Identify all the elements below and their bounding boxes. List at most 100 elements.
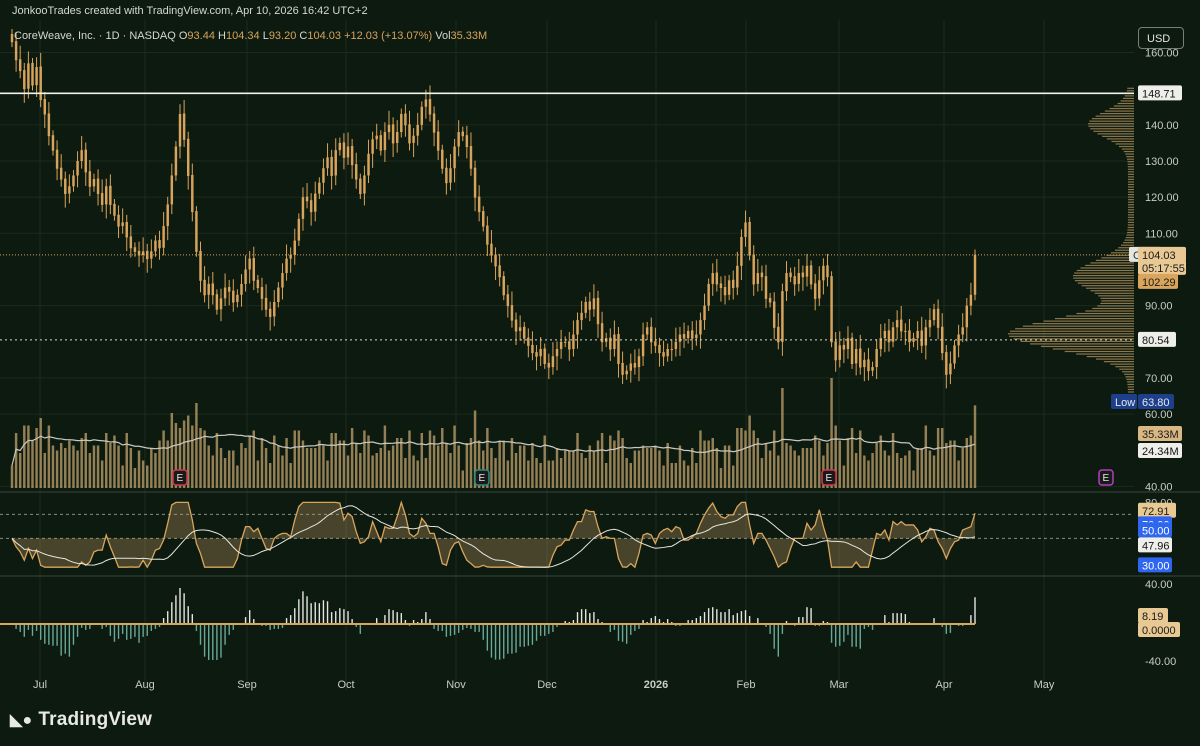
volume-bar <box>461 470 464 488</box>
volume-bar <box>727 445 731 488</box>
volume-profile-bar <box>1052 348 1134 350</box>
candle-down <box>617 334 620 364</box>
volume-bar <box>715 448 719 488</box>
candle-down <box>715 272 719 285</box>
volume-bar <box>88 453 92 488</box>
volume-profile-bar <box>1127 221 1134 224</box>
candle-down <box>748 221 751 256</box>
volume-bar <box>781 388 784 488</box>
brand-name: TradingView <box>38 709 153 730</box>
volume-bar <box>379 448 383 488</box>
candle-up <box>629 363 633 371</box>
volume-profile-bar <box>1127 226 1134 229</box>
volume-bar <box>539 463 542 488</box>
volume-bar <box>338 440 342 488</box>
volume-profile-bar <box>1098 295 1134 297</box>
low-label-tag: Low <box>1115 397 1135 409</box>
candle-down <box>535 352 538 357</box>
volume-profile-bar <box>1093 130 1134 132</box>
candle-up <box>68 186 71 194</box>
volume-bar <box>813 435 817 488</box>
volume-profile-bar <box>1127 214 1134 216</box>
volume-bar <box>842 465 846 488</box>
volume-bar <box>834 425 837 488</box>
volume-profile-bar <box>1080 267 1134 269</box>
volume-bar <box>64 448 67 488</box>
candle-down <box>482 211 485 227</box>
volume-profile-bar <box>1015 328 1134 330</box>
volume-bar <box>191 425 194 488</box>
attribution-text: JonkooTrades created with TradingView.co… <box>12 5 368 17</box>
candle-down <box>764 276 768 299</box>
volume-profile-bar <box>1124 373 1134 375</box>
candle-up <box>973 254 977 295</box>
volume-profile-bar <box>1125 237 1134 239</box>
prev-close-tag-bg <box>1138 273 1178 289</box>
volume-profile-bar <box>1103 361 1134 363</box>
candle-down <box>760 272 764 278</box>
volume-profile-bar <box>1128 193 1134 196</box>
volume-bar <box>756 438 760 488</box>
candle-down <box>133 247 137 252</box>
volume-profile-bar <box>1074 280 1134 282</box>
volume-profile-bar <box>1020 340 1134 342</box>
volume-profile-bar <box>1127 383 1134 385</box>
volume-profile-bar <box>1088 125 1134 127</box>
volume-bar <box>76 450 79 488</box>
symbol-name[interactable]: CoreWeave, Inc. · 1D · NASDAQ <box>14 30 176 42</box>
candle-up <box>932 309 936 321</box>
candle-down <box>31 62 34 86</box>
current-price-tag-bg <box>1138 246 1186 262</box>
volume-bar <box>473 410 477 488</box>
volume-bar <box>621 438 624 488</box>
time-tick-label: Oct <box>337 679 354 691</box>
candle-up <box>883 330 887 339</box>
volume-profile-bar <box>1127 186 1134 188</box>
candle-down <box>813 283 817 299</box>
candle-up <box>281 273 284 288</box>
volume-profile-bar <box>1127 178 1134 180</box>
volume-bar <box>650 448 653 488</box>
volume-bar <box>420 433 424 488</box>
volume-bar <box>129 448 133 488</box>
volume-profile-bar <box>1110 363 1134 365</box>
volume-bar <box>240 443 243 488</box>
candle-down <box>789 272 792 278</box>
candle-down <box>18 59 22 72</box>
currency-button[interactable]: USD <box>1138 27 1184 49</box>
candle-up <box>170 175 174 205</box>
volume-profile-bar <box>1085 287 1134 289</box>
candle-down <box>432 113 436 133</box>
high-label: H <box>218 30 226 42</box>
volume-bar <box>96 445 100 488</box>
volume-bar <box>105 433 108 488</box>
volume-bar <box>203 430 206 488</box>
volume-profile-bar <box>1009 335 1134 337</box>
volume-profile-bar <box>1111 140 1134 143</box>
volume-bar <box>412 455 415 488</box>
time-tick-label: Nov <box>446 679 466 691</box>
low-value: 93.20 <box>268 30 297 42</box>
tradingview-logo[interactable]: ◣● TradingView <box>10 709 152 731</box>
candle-up <box>178 114 182 147</box>
low-value-tag: 63.80 <box>1142 397 1170 409</box>
price-tick-label: 140.00 <box>1145 120 1179 132</box>
time-tick-label: Dec <box>537 679 557 691</box>
volume-bar <box>973 405 977 488</box>
volume-bar <box>920 448 923 488</box>
candle-up <box>154 240 157 252</box>
candle-up <box>674 341 678 349</box>
volume-profile-bar <box>1100 302 1134 305</box>
volume-bar <box>158 440 161 488</box>
candle-down <box>502 276 505 296</box>
volume-bar <box>887 455 891 488</box>
candle-down <box>441 149 444 169</box>
candle-down <box>633 362 637 368</box>
volume-profile-bar <box>1109 107 1134 110</box>
volume-tag-bg <box>1138 426 1182 441</box>
volume-bar <box>277 445 280 488</box>
candle-down <box>461 131 464 137</box>
candle-down <box>859 348 862 368</box>
candle-up <box>818 280 821 299</box>
